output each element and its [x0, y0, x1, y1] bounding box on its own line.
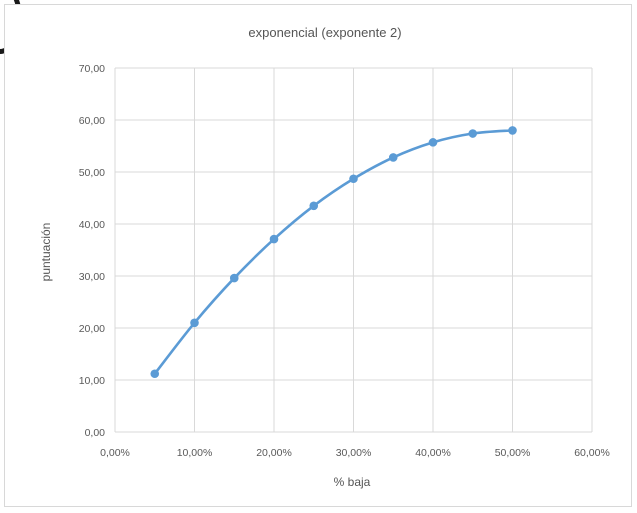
y-axis-ticks: 0,00 10,00 20,00 30,00 40,00 50,00 60,00 70,00 — [79, 63, 105, 439]
x-tick-label: 50,00% — [495, 447, 531, 459]
series-line — [153, 129, 513, 375]
x-tick-label: 60,00% — [574, 447, 610, 459]
chart-title: exponencial (exponente 2) — [248, 25, 401, 40]
data-point — [428, 138, 438, 147]
y-tick-label: 10,00 — [79, 375, 105, 387]
data-point — [269, 234, 279, 244]
data-point — [508, 126, 517, 135]
y-tick-label: 40,00 — [79, 219, 105, 231]
data-point — [468, 129, 478, 138]
x-tick-label: 10,00% — [177, 447, 213, 459]
x-tick-label: 40,00% — [415, 447, 451, 459]
x-axis-ticks: 0,00% 10,00% 20,00% 30,00% 40,00% 50,00% 60,00… — [100, 447, 610, 459]
y-tick-label: 0,00 — [85, 427, 106, 439]
line-chart: 0,00% 10,00% 20,00% 30,00% 40,00% 50,00% 60,00… — [39, 25, 610, 489]
x-tick-label: 20,00% — [256, 447, 292, 459]
chart-panel: 0,00% 10,00% 20,00% 30,00% 40,00% 50,00% 60,00… — [4, 4, 632, 507]
data-point — [150, 369, 160, 379]
x-tick-label: 0,00% — [100, 447, 130, 459]
data-point — [229, 273, 239, 283]
gridlines — [114, 67, 593, 433]
y-tick-label: 70,00 — [79, 63, 105, 75]
y-tick-label: 20,00 — [79, 323, 105, 335]
series-layer — [150, 126, 517, 379]
y-tick-label: 60,00 — [79, 115, 105, 127]
data-point — [349, 174, 358, 184]
y-axis-label: puntuación — [39, 223, 53, 282]
y-tick-label: 50,00 — [79, 167, 105, 179]
data-point — [190, 318, 199, 328]
data-point — [388, 153, 398, 162]
y-tick-label: 30,00 — [79, 271, 105, 283]
x-axis-label: % baja — [334, 475, 371, 489]
data-point — [309, 201, 319, 211]
x-tick-label: 30,00% — [336, 447, 372, 459]
